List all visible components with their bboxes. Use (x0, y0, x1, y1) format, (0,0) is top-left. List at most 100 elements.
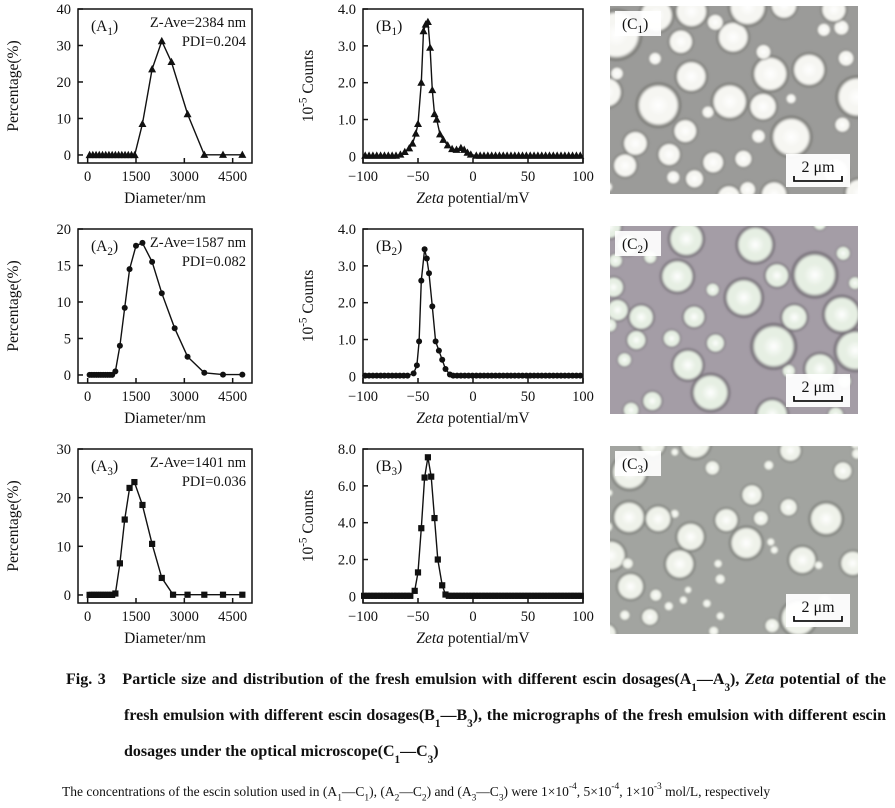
panel-c3: (C3) 2 μm (600, 440, 895, 660)
y-tick-label: 8.0 (338, 442, 356, 458)
scale-bar: 2 μm (786, 374, 850, 407)
annotation-line: PDI=0.036 (182, 474, 246, 490)
y-tick-label: 30 (57, 442, 72, 458)
x-axis-label: Diameter/nm (124, 190, 206, 207)
particle-size-chart-a2: 0 1500 3000 4500 0 5 10 15 20 Diameter/nm Percenta… (5, 222, 253, 427)
panel-a3: 0 1500 3000 4500 0 10 20 30 Diameter/nm Percentag… (0, 440, 295, 660)
annotation-line: Z-Ave=2384 nm (150, 15, 247, 31)
y-tick-label: 0 (349, 369, 356, 385)
zeta-potential-chart-b1: −100 −50 0 50 100 0 1.0 2.0 3.0 4.0 Zeta potential… (297, 2, 594, 207)
x-axis-label: Zeta potential/mV (416, 630, 530, 647)
annotation-line: PDI=0.082 (182, 254, 246, 270)
x-tick-label: 50 (521, 169, 536, 185)
x-tick-label: 3000 (170, 389, 199, 405)
y-axis-label: 10-5 Counts (297, 50, 317, 123)
x-tick-label: 1500 (122, 389, 151, 405)
y-tick-label: 2.0 (338, 76, 356, 92)
panel-b1: −100 −50 0 50 100 0 1.0 2.0 3.0 4.0 Zeta potential… (295, 0, 600, 220)
series-markers (361, 17, 585, 159)
y-tick-label: 15 (57, 258, 72, 274)
panel-label: (B2) (376, 238, 402, 258)
x-tick-label: 100 (572, 389, 594, 405)
panel-label: (A1) (91, 18, 118, 38)
y-tick-label: 0 (64, 368, 71, 384)
y-axis-label: Percentage(%) (5, 480, 22, 571)
x-tick-label: −50 (407, 609, 430, 625)
y-tick-label: 4.0 (338, 516, 356, 532)
x-axis-label: Zeta potential/mV (416, 410, 530, 427)
x-tick-label: 4500 (218, 169, 247, 185)
micrograph-label: (C2) (615, 231, 661, 256)
series-markers (362, 246, 584, 379)
panel-label: (C2) (622, 236, 648, 256)
x-axis-label: Zeta potential/mV (416, 190, 530, 207)
x-tick-label: −100 (348, 389, 378, 405)
y-tick-label: 40 (57, 2, 72, 18)
axes-box (77, 448, 253, 604)
y-tick-label: 10 (57, 539, 72, 555)
x-tick-label: 100 (572, 169, 594, 185)
emulsion-droplets (610, 446, 858, 634)
panel-b2: −100 −50 0 50 100 0 1.0 2.0 3.0 4.0 Zeta potential… (295, 220, 600, 440)
annotation-line: PDI=0.204 (182, 34, 247, 50)
x-tick-label: 50 (521, 389, 536, 405)
scale-bar: 2 μm (786, 154, 850, 187)
y-tick-label: 4.0 (338, 2, 356, 18)
panel-label: (C1) (622, 16, 648, 36)
axes-box (77, 228, 253, 384)
particle-size-chart-a1: 0 1500 3000 4500 0 10 20 30 40 Diameter/nm Percent… (5, 2, 253, 207)
scale-bar-label: 2 μm (801, 599, 835, 616)
x-tick-label: 0 (84, 169, 91, 185)
panel-label: (A2) (91, 238, 118, 258)
y-tick-label: 5 (64, 331, 71, 347)
x-tick-label: −100 (348, 169, 378, 185)
panel-a1: 0 1500 3000 4500 0 10 20 30 40 Diameter/nm Percent… (0, 0, 295, 220)
x-axis-label: Diameter/nm (124, 410, 206, 427)
series-line (365, 249, 581, 377)
x-tick-label: 1500 (122, 169, 151, 185)
x-tick-label: 0 (469, 169, 476, 185)
x-tick-label: 4500 (218, 389, 247, 405)
x-tick-label: 50 (521, 609, 536, 625)
figure-footnote: The concentrations of the escin solution… (62, 782, 771, 804)
y-tick-label: 0 (349, 589, 356, 605)
x-tick-label: 0 (84, 389, 91, 405)
y-tick-label: 2.0 (338, 296, 356, 312)
y-tick-label: 1.0 (338, 113, 356, 129)
y-tick-label: 0 (64, 148, 71, 164)
y-axis-label: 10-5 Counts (297, 270, 317, 343)
micrograph-label: (C1) (615, 11, 661, 36)
y-tick-label: 2.0 (338, 553, 356, 569)
figure-caption: Fig. 3 Particle size and distribution of… (66, 671, 887, 766)
series-line (89, 39, 243, 156)
y-tick-label: 1.0 (338, 333, 356, 349)
series-line (365, 20, 581, 157)
y-tick-label: 20 (57, 75, 72, 91)
scale-bar: 2 μm (786, 594, 850, 627)
y-axis-label: Percentage(%) (5, 260, 22, 351)
y-tick-label: 10 (57, 295, 72, 311)
y-tick-label: 20 (57, 222, 72, 238)
micrograph-label: (C3) (615, 451, 661, 476)
x-tick-label: 100 (572, 609, 594, 625)
annotation-line: Z-Ave=1401 nm (150, 455, 247, 471)
panel-a2: 0 1500 3000 4500 0 5 10 15 20 Diameter/nm Percenta… (0, 220, 295, 440)
panel-label: (B3) (376, 458, 402, 478)
y-tick-label: 6.0 (338, 479, 356, 495)
panel-label: (B1) (376, 18, 402, 38)
series-markers (86, 239, 246, 378)
y-tick-label: 10 (57, 111, 72, 127)
y-axis-label: 10-5 Counts (297, 490, 317, 563)
x-tick-label: −100 (348, 609, 378, 625)
y-axis-label: Percentage(%) (5, 40, 22, 131)
x-tick-label: 0 (469, 389, 476, 405)
y-tick-label: 4.0 (338, 222, 356, 238)
x-tick-label: −50 (407, 169, 430, 185)
figure-panel-grid: 0 1500 3000 4500 0 10 20 30 40 Diameter/nm Percent… (0, 0, 895, 660)
series-markers (85, 36, 247, 159)
micrograph-c3: (C3) 2 μm (610, 446, 858, 634)
panel-c1: (C1) 2 μm (600, 0, 895, 220)
particle-size-chart-a3: 0 1500 3000 4500 0 10 20 30 Diameter/nm Percentag… (5, 442, 253, 647)
series-line (364, 457, 581, 597)
y-tick-label: 30 (57, 38, 72, 54)
